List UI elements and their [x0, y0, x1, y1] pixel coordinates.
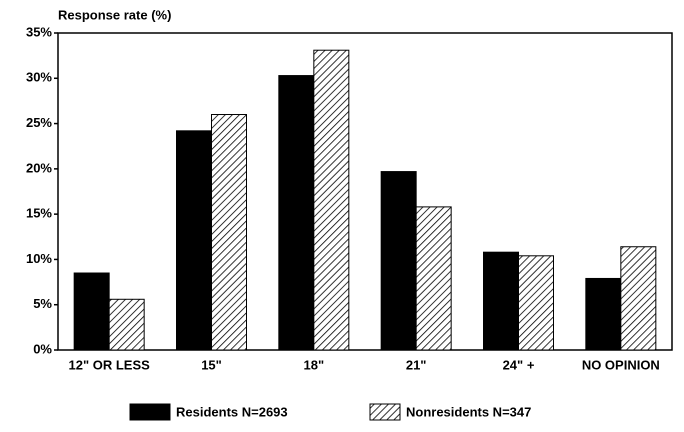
- y-tick-label: 20%: [26, 160, 52, 175]
- y-tick-label: 25%: [26, 115, 52, 130]
- legend-swatch: [129, 403, 171, 421]
- y-tick-label: 0%: [33, 341, 52, 356]
- bar: [278, 75, 315, 351]
- bar: [211, 114, 247, 351]
- bar: [415, 206, 452, 351]
- plot-frame: [57, 32, 673, 351]
- bar: [73, 272, 110, 351]
- bar: [176, 130, 212, 351]
- x-tick-label: 18": [304, 357, 325, 372]
- y-tick-label: 15%: [26, 206, 52, 221]
- x-tick-label: NO OPINION: [582, 357, 660, 372]
- x-tick-label: 15": [201, 357, 222, 372]
- bar: [108, 298, 145, 351]
- y-tick-label: 35%: [26, 24, 52, 39]
- bar: [380, 171, 417, 351]
- legend-label: Residents N=2693: [176, 404, 288, 419]
- bar: [518, 255, 554, 351]
- x-tick-label: 12" OR LESS: [69, 357, 151, 372]
- bar: [620, 246, 657, 351]
- y-tick-label: 30%: [26, 70, 52, 85]
- bar: [585, 277, 622, 351]
- y-tick-label: 10%: [26, 251, 52, 266]
- legend-label: Nonresidents N=347: [406, 404, 531, 419]
- y-tick-label: 5%: [33, 296, 52, 311]
- bar: [483, 251, 519, 351]
- bar: [313, 49, 350, 351]
- legend-swatch: [369, 403, 401, 421]
- x-tick-label: 24" +: [503, 357, 535, 372]
- y-axis-label: Response rate (%): [58, 7, 171, 22]
- x-tick-label: 21": [406, 357, 427, 372]
